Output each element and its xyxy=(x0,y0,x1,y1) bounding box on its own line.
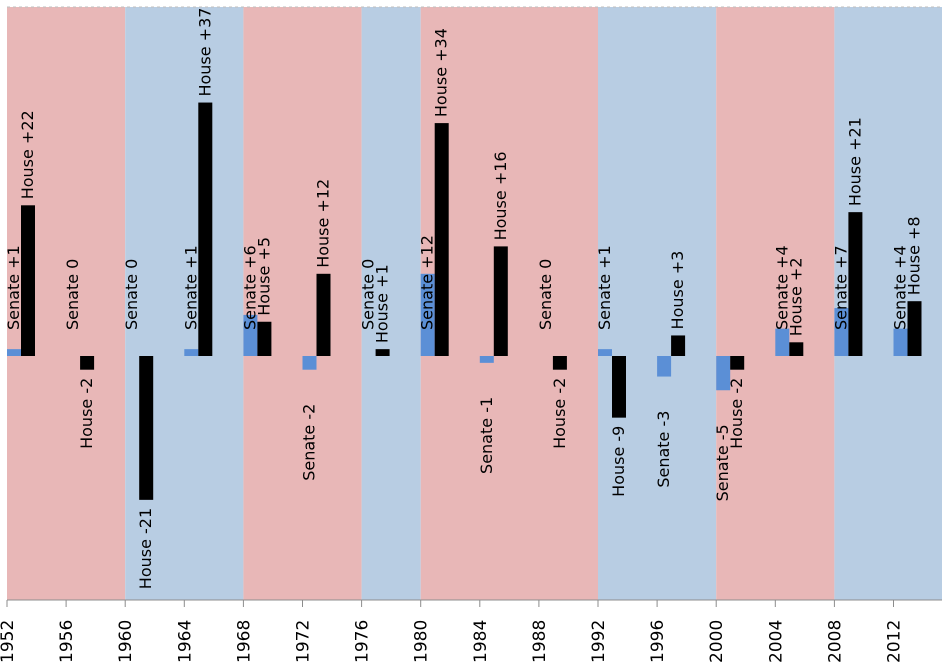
senate-bar-1996 xyxy=(657,356,672,377)
house-label-1952: House +22 xyxy=(18,110,37,199)
house-bar-1956 xyxy=(80,356,95,370)
x-tick-label-1980: 1980 xyxy=(412,620,432,663)
x-tick-label-1956: 1956 xyxy=(57,620,77,663)
background-span-2 xyxy=(243,7,362,600)
x-axis: 1952 1956 1960 1964 1968 1972 1976 1980 1984 1988… xyxy=(0,599,942,663)
house-bar-1984 xyxy=(493,246,508,356)
senate-label-1996: Senate -3 xyxy=(654,411,673,488)
house-label-1996: House +3 xyxy=(668,251,687,330)
house-bar-1988 xyxy=(552,356,567,370)
senate-bar-1984 xyxy=(479,356,494,363)
x-tick-label-2012: 2012 xyxy=(885,620,905,663)
house-label-1960: House -21 xyxy=(136,508,155,589)
house-bar-1992 xyxy=(612,356,626,418)
house-label-1964: House +37 xyxy=(195,8,214,97)
x-tick-label-1964: 1964 xyxy=(175,620,195,663)
x-tick-label-2004: 2004 xyxy=(766,620,786,663)
house-bar-2008 xyxy=(848,212,863,356)
senate-label-2012: Senate +4 xyxy=(891,245,910,330)
house-label-1968: House +5 xyxy=(254,237,273,316)
senate-label-1960: Senate 0 xyxy=(122,259,141,330)
house-bar-1968 xyxy=(257,321,272,356)
senate-label-1968: Senate +6 xyxy=(240,245,259,330)
senate-label-1992: Senate +1 xyxy=(595,245,614,330)
senate-bar-2008 xyxy=(834,308,849,356)
house-label-1988: House -2 xyxy=(550,378,569,449)
senate-bar-1968 xyxy=(243,314,258,356)
background-span-6 xyxy=(716,7,835,600)
house-label-2012: House +8 xyxy=(905,216,924,295)
house-label-1980: House +34 xyxy=(432,28,451,117)
bars xyxy=(7,102,922,500)
house-bar-1980 xyxy=(434,123,449,356)
senate-label-1952: Senate +1 xyxy=(4,245,23,330)
x-tick-label-1972: 1972 xyxy=(294,620,314,663)
senate-label-1980: Senate +12 xyxy=(418,235,437,330)
background-span-5 xyxy=(598,7,717,600)
senate-label-1956: Senate 0 xyxy=(63,259,82,330)
senate-bar-1972 xyxy=(302,356,317,370)
house-label-1976: House +1 xyxy=(373,264,392,343)
house-bar-1952 xyxy=(21,205,35,356)
house-bar-2004 xyxy=(789,342,804,356)
house-label-1972: House +12 xyxy=(314,179,333,268)
house-bar-1972 xyxy=(316,273,331,356)
house-bar-2012 xyxy=(907,301,922,356)
house-label-1956: House -2 xyxy=(77,378,96,449)
senate-bar-1952 xyxy=(7,349,21,356)
house-label-1992: House -9 xyxy=(609,426,628,497)
senate-label-1964: Senate +1 xyxy=(181,245,200,330)
house-bar-1976 xyxy=(375,349,390,356)
x-tick-label-1988: 1988 xyxy=(530,620,550,663)
party-control-backgrounds xyxy=(7,7,942,600)
background-span-1 xyxy=(125,7,244,600)
x-tick-label-1976: 1976 xyxy=(353,620,373,663)
senate-label-1972: Senate -2 xyxy=(300,404,319,481)
senate-bar-1964 xyxy=(184,349,199,356)
x-tick-label-1960: 1960 xyxy=(116,620,136,663)
senate-bar-2012 xyxy=(893,328,908,356)
senate-bar-1992 xyxy=(598,349,612,356)
house-bar-1960 xyxy=(139,356,154,500)
senate-label-2008: Senate +7 xyxy=(831,245,850,330)
x-tick-label-1992: 1992 xyxy=(589,620,609,663)
senate-label-1976: Senate 0 xyxy=(359,259,378,330)
senate-bar-2000 xyxy=(716,356,731,391)
house-bar-1964 xyxy=(198,102,213,356)
x-tick-label-2008: 2008 xyxy=(825,620,845,663)
house-bar-1996 xyxy=(671,335,686,356)
senate-bar-1980 xyxy=(420,273,435,356)
senate-label-1984: Senate -1 xyxy=(477,397,496,474)
senate-label-2004: Senate +4 xyxy=(772,245,791,330)
house-label-1984: House +16 xyxy=(491,151,510,240)
x-tick-label-1968: 1968 xyxy=(234,620,254,663)
background-span-3 xyxy=(361,7,421,600)
x-tick-label-1996: 1996 xyxy=(648,620,668,663)
house-label-2004: House +2 xyxy=(786,257,805,336)
background-span-4 xyxy=(420,7,598,600)
house-label-2000: House -2 xyxy=(727,378,746,449)
senate-label-2000: Senate -5 xyxy=(713,424,732,501)
x-tick-label-1984: 1984 xyxy=(471,620,491,663)
x-tick-label-2000: 2000 xyxy=(707,620,727,663)
senate-bar-2004 xyxy=(775,328,790,356)
house-label-2008: House +21 xyxy=(845,117,864,206)
house-bar-2000 xyxy=(730,356,745,370)
x-tick-label-1952: 1952 xyxy=(0,620,18,663)
senate-label-1988: Senate 0 xyxy=(536,259,555,330)
